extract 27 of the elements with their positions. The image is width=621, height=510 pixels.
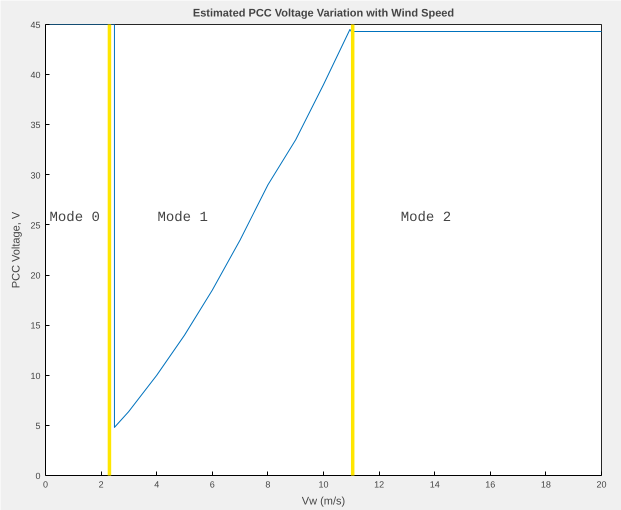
chart-title: Estimated PCC Voltage Variation with Wind Speed — [192, 8, 454, 20]
y-tick-label: 10 — [30, 370, 41, 381]
x-tick-label: 8 — [265, 480, 270, 490]
y-tick-label: 40 — [30, 70, 41, 80]
y-tick-label: 5 — [35, 420, 41, 431]
y-tick-label: 30 — [30, 170, 41, 180]
x-tick-label: 20 — [596, 480, 607, 490]
x-tick-label: 16 — [485, 480, 496, 490]
y-tick-label: 45 — [30, 20, 41, 30]
y-tick-label: 20 — [30, 270, 41, 281]
x-tick-label: 0 — [42, 480, 48, 490]
y-tick-label: 0 — [35, 471, 41, 481]
y-tick-label: 15 — [30, 320, 41, 331]
y-tick-label: 35 — [30, 120, 41, 130]
x-tick-label: 2 — [98, 480, 104, 490]
x-tick-label: 12 — [374, 480, 384, 490]
y-tick-label: 25 — [30, 220, 41, 230]
x-axis-title: Vw (m/s) — [302, 496, 346, 508]
x-tick-label: 4 — [154, 480, 160, 490]
annotation: Mode 2 — [400, 210, 452, 226]
x-tick-label: 10 — [318, 480, 329, 490]
x-tick-label: 18 — [540, 480, 551, 490]
x-tick-label: 6 — [210, 480, 215, 490]
y-axis-title: PCC Voltage, V — [10, 211, 22, 288]
annotation: Mode 0 — [50, 210, 100, 226]
x-tick-label: 14 — [430, 480, 440, 490]
annotation: Mode 1 — [157, 210, 208, 226]
